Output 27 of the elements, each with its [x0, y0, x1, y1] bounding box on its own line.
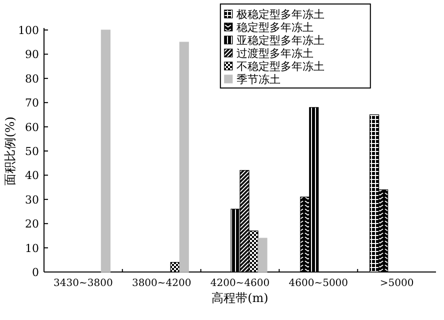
- legend-label: 不稳定型多年冻土: [236, 60, 324, 73]
- legend-label: 稳定型多年冻土: [236, 21, 314, 34]
- y-tick-label: 60: [25, 120, 39, 134]
- y-tick-label: 30: [25, 193, 39, 206]
- legend-label: 亚稳定型多年冻土: [236, 34, 324, 47]
- x-axis-title: 高程带(m): [212, 291, 268, 305]
- y-tick-label: 90: [25, 48, 39, 62]
- y-tick-label: 70: [25, 96, 39, 110]
- y-tick-label: 80: [25, 72, 39, 86]
- x-tick-label: 3430~3800: [54, 278, 113, 289]
- y-tick-label: 0: [32, 266, 39, 279]
- bar: [258, 238, 268, 272]
- bar: [100, 30, 110, 272]
- y-tick-label: 20: [25, 218, 39, 231]
- legend-label: 季节冻土: [236, 73, 280, 86]
- x-tick-label: 3800~4200: [132, 278, 192, 289]
- x-tick-label: 4600~5000: [288, 278, 348, 289]
- y-tick-label: 100: [18, 24, 39, 37]
- y-axis-title: 面积比例(%): [3, 116, 17, 186]
- y-tick-label: 50: [25, 145, 39, 158]
- y-tick-label: 10: [25, 242, 39, 255]
- y-tick-label: 40: [25, 169, 39, 182]
- legend-label: 过渡型多年冻土: [236, 47, 314, 60]
- x-tick-label: 4200~4600: [210, 278, 270, 289]
- x-tick-label: >5000: [380, 278, 414, 289]
- legend-label: 极稳定型多年冻土: [235, 8, 324, 21]
- bar: [179, 42, 189, 272]
